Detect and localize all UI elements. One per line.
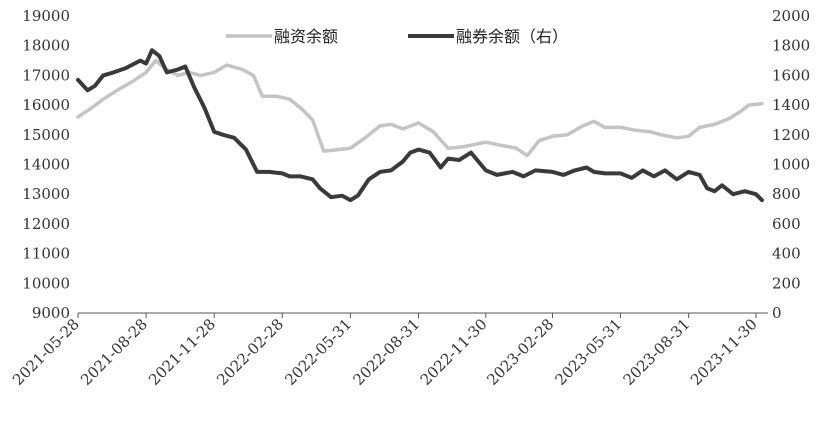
- y-left-tick-label: 16000: [22, 96, 70, 114]
- x-tick-label: 2023-02-28: [483, 315, 557, 389]
- x-tick-label: 2023-08-31: [620, 315, 694, 389]
- x-tick-label: 2023-11-30: [687, 315, 761, 389]
- x-tick-label: 2022-05-31: [281, 315, 355, 389]
- x-tick-label: 2023-05-31: [551, 315, 625, 389]
- y-right-tick-label: 1600: [772, 66, 810, 84]
- y-left-tick-label: 13000: [22, 185, 70, 203]
- legend-label: 融资余额: [274, 27, 338, 46]
- y-left-tick-label: 18000: [22, 37, 70, 55]
- y-right-tick-label: 800: [772, 185, 801, 203]
- legend-label: 融券余额（右）: [456, 27, 568, 46]
- y-right-tick-label: 1800: [772, 37, 810, 55]
- y-right-tick-label: 1200: [772, 126, 810, 144]
- x-tick-label: 2022-11-30: [417, 315, 491, 389]
- y-left-tick-label: 11000: [22, 245, 70, 263]
- y-left-tick-label: 10000: [22, 274, 70, 292]
- x-tick-label: 2021-08-28: [77, 315, 151, 389]
- x-tick-label: 2021-05-28: [9, 315, 83, 389]
- y-right-tick-label: 0: [772, 304, 782, 322]
- y-left-tick-label: 17000: [22, 66, 70, 84]
- y-right-tick-label: 1400: [772, 96, 810, 114]
- y-left-tick-label: 15000: [22, 126, 70, 144]
- y-right-tick-label: 400: [772, 245, 801, 263]
- series-line-2: [76, 48, 764, 203]
- series-lines: [76, 48, 764, 203]
- series-line-1: [76, 58, 764, 158]
- y-left-tick-label: 12000: [22, 215, 70, 233]
- y-right-tick-label: 200: [772, 274, 801, 292]
- x-tick-label: 2022-08-31: [349, 315, 423, 389]
- y-left-tick-label: 19000: [22, 7, 70, 25]
- legend: 融资余额 融券余额（右）: [226, 27, 568, 46]
- x-tick-label: 2022-02-28: [213, 315, 287, 389]
- y-right-tick-label: 2000: [772, 7, 810, 25]
- x-tick-label: 2021-11-28: [145, 315, 219, 389]
- y-right-tick-label: 600: [772, 215, 801, 233]
- y-left-tick-label: 14000: [22, 156, 70, 174]
- y-left-tick-label: 9000: [32, 304, 70, 322]
- y-right-tick-label: 1000: [772, 156, 810, 174]
